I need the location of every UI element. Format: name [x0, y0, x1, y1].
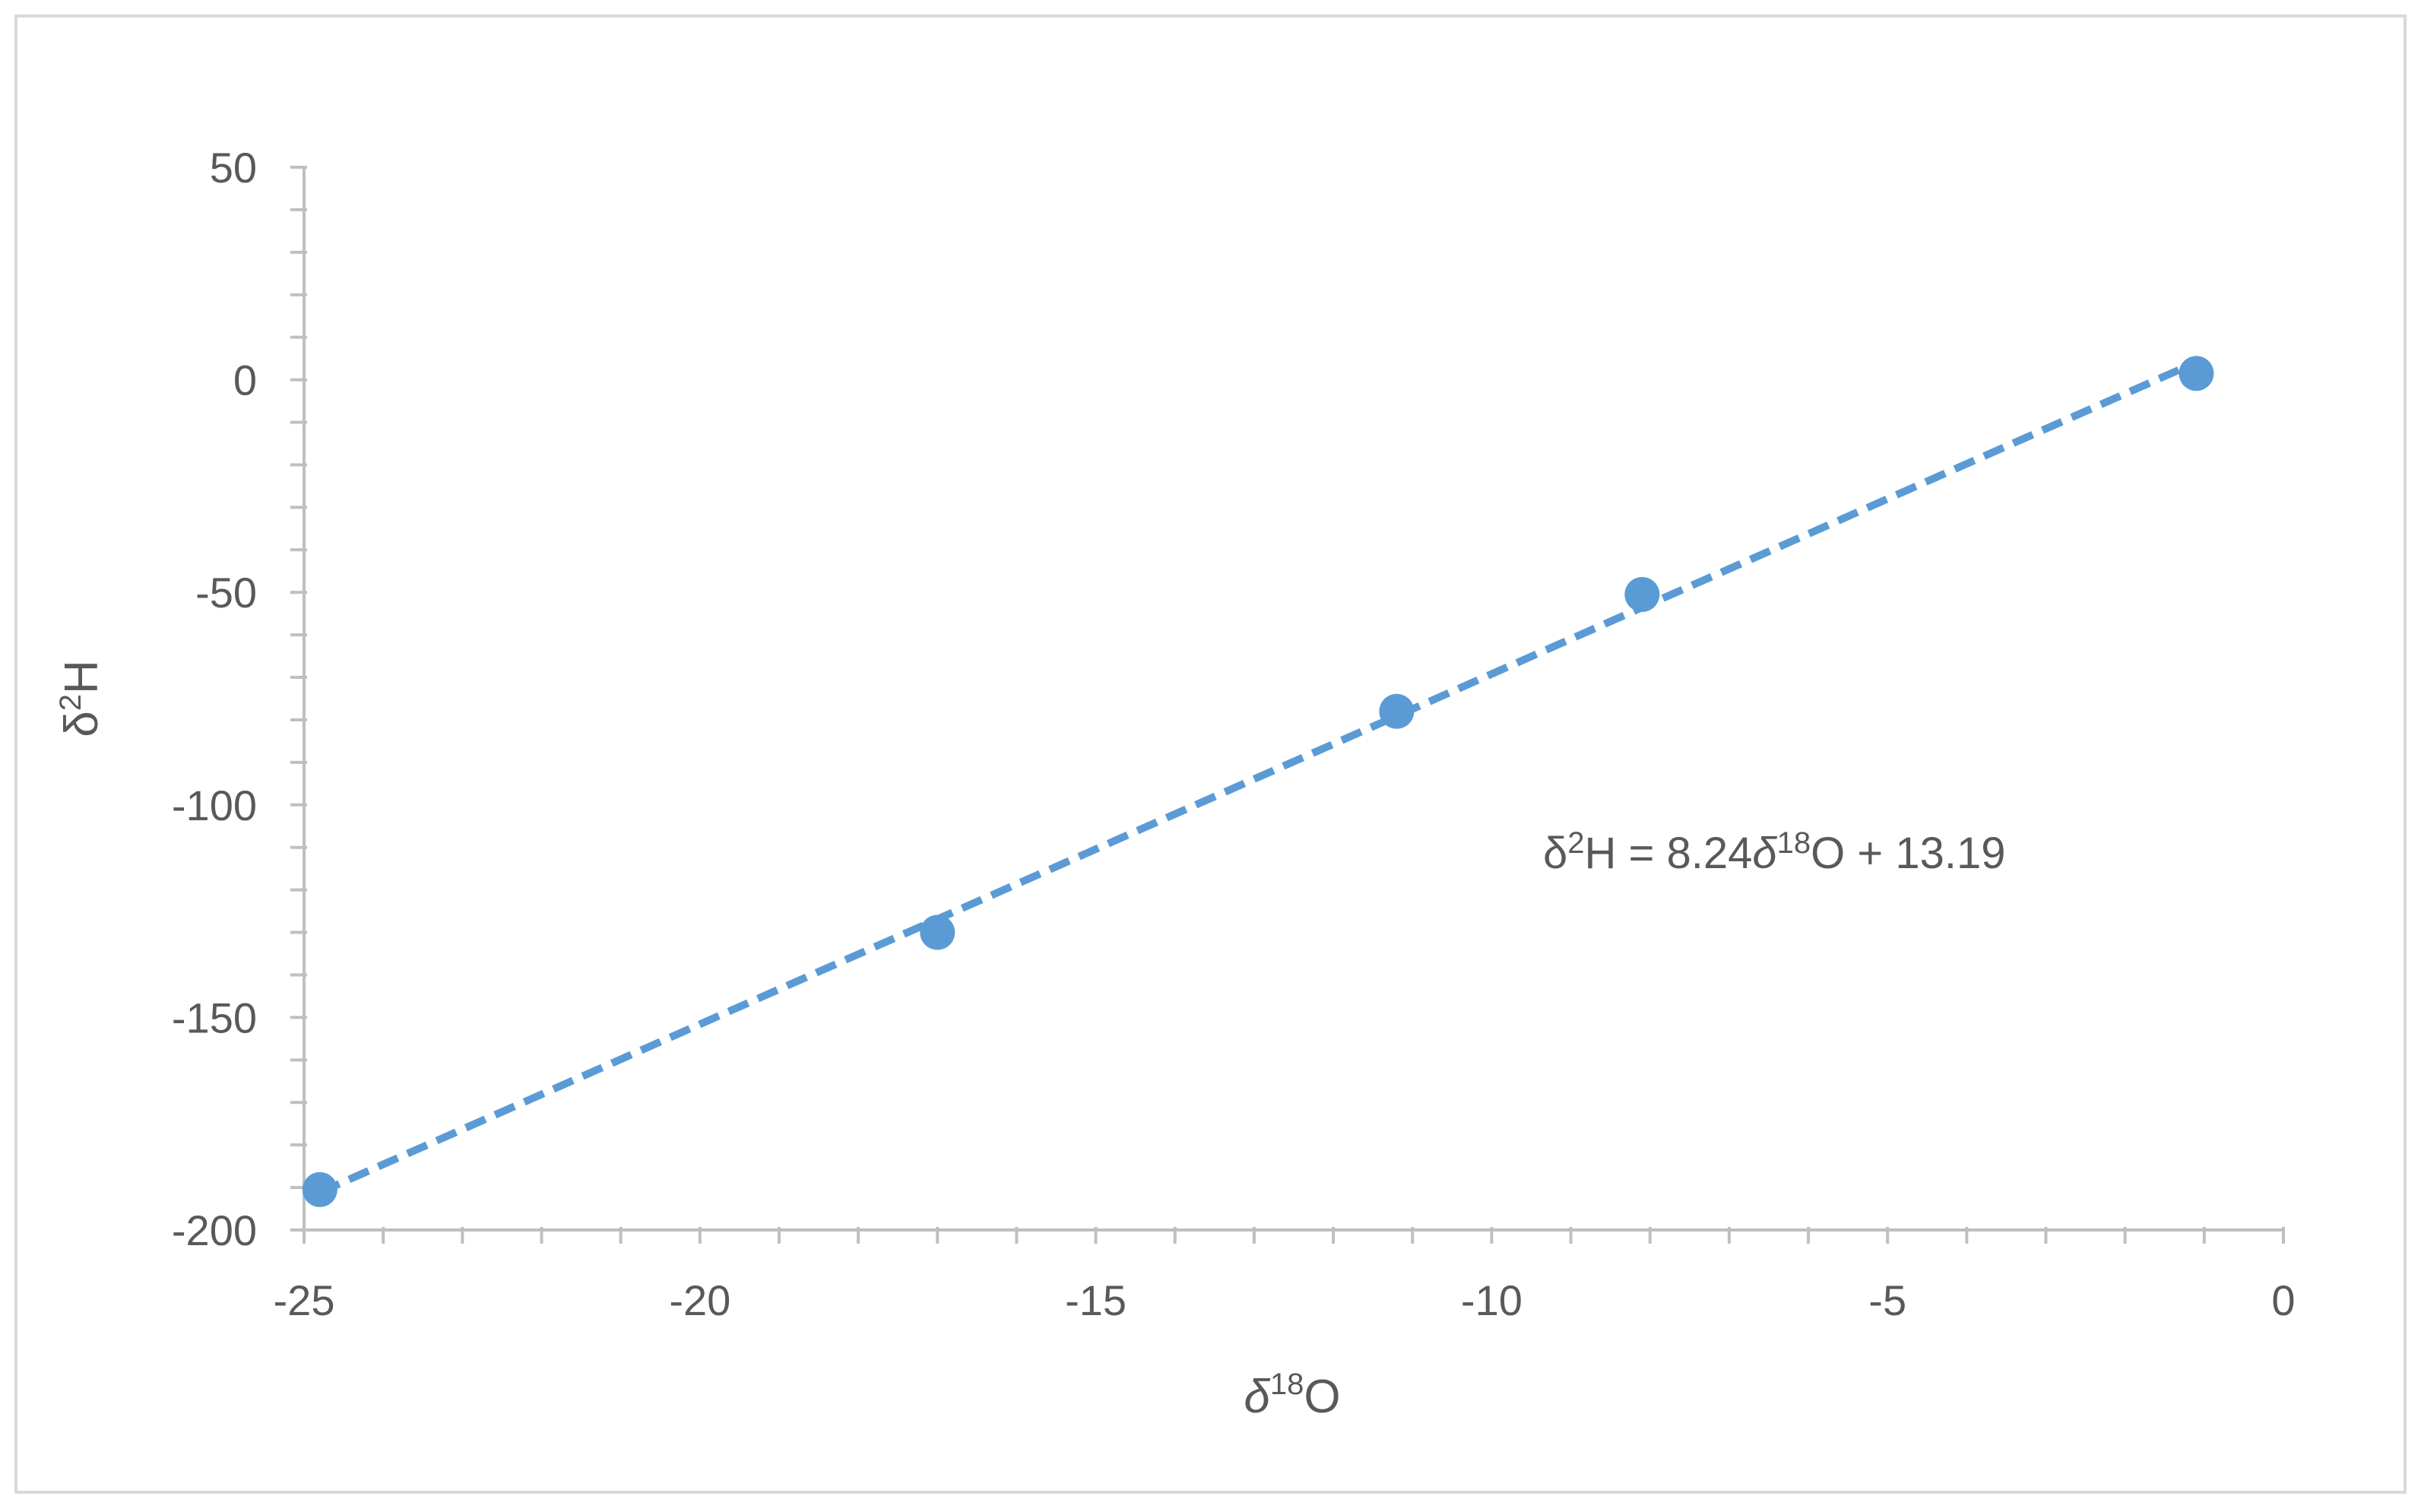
data-point [2179, 356, 2214, 391]
y-axis-title: δ2H [54, 660, 108, 737]
y-tick-labels: 50 0 -50 -100 -150 -200 [172, 144, 257, 1254]
trendline [318, 358, 2198, 1197]
y-tick-label: -100 [172, 781, 257, 829]
data-point [302, 1171, 337, 1207]
data-points [302, 356, 2214, 1207]
x-tick-label: -10 [1461, 1276, 1523, 1324]
x-tick-label: -5 [1868, 1276, 1906, 1324]
data-point [1624, 576, 1660, 612]
y-tick-label: -200 [172, 1206, 257, 1254]
x-tick-labels: -25 -20 -15 -10 -5 0 [274, 1276, 2296, 1324]
equation-label: δ2H = 8.24δ18O + 13.19 [1543, 826, 2006, 878]
x-tick-label: -25 [274, 1276, 335, 1324]
data-point [920, 914, 955, 950]
chart-border [14, 14, 2407, 1494]
x-tick-label: -15 [1065, 1276, 1127, 1324]
y-tick-label: 0 [233, 357, 257, 404]
data-point [1379, 693, 1415, 729]
x-tick-label: -20 [669, 1276, 730, 1324]
x-axis-title: δ18O [1244, 1368, 1340, 1423]
x-tick-label: 0 [2271, 1276, 2295, 1324]
y-tick-label: -150 [172, 994, 257, 1041]
y-tick-label: -50 [195, 569, 257, 617]
y-tick-label: 50 [210, 144, 257, 192]
